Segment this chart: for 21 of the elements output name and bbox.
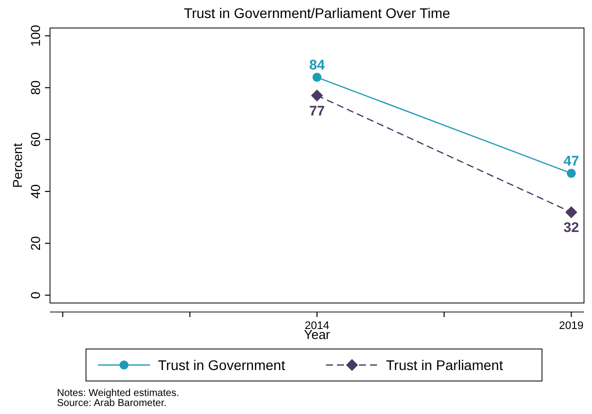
chart-title: Trust in Government/Parliament Over Time (184, 5, 450, 21)
data-label: 32 (563, 219, 580, 236)
x-tick-label: 2019 (559, 320, 584, 332)
y-axis-title: Percent (10, 142, 25, 188)
y-tick-label: 20 (28, 236, 43, 251)
data-label: 84 (309, 56, 325, 72)
y-tick-label: 60 (28, 132, 43, 147)
point (566, 168, 576, 178)
point (312, 72, 322, 82)
legend-label: Trust in Government (158, 357, 286, 373)
y-tick-label: 80 (28, 80, 43, 95)
data-label: 77 (309, 102, 325, 118)
y-tick-label: 0 (28, 292, 43, 299)
data-label: 47 (563, 152, 580, 168)
legend-label: Trust in Parliament (386, 357, 504, 373)
point (565, 206, 578, 218)
y-tick-label: 100 (28, 24, 43, 47)
text: Notes: Weighted estimates. (57, 388, 180, 399)
y-tick-label: 40 (28, 184, 43, 199)
point (311, 89, 323, 102)
source-note: Source: Arab Barometer. (57, 398, 167, 409)
